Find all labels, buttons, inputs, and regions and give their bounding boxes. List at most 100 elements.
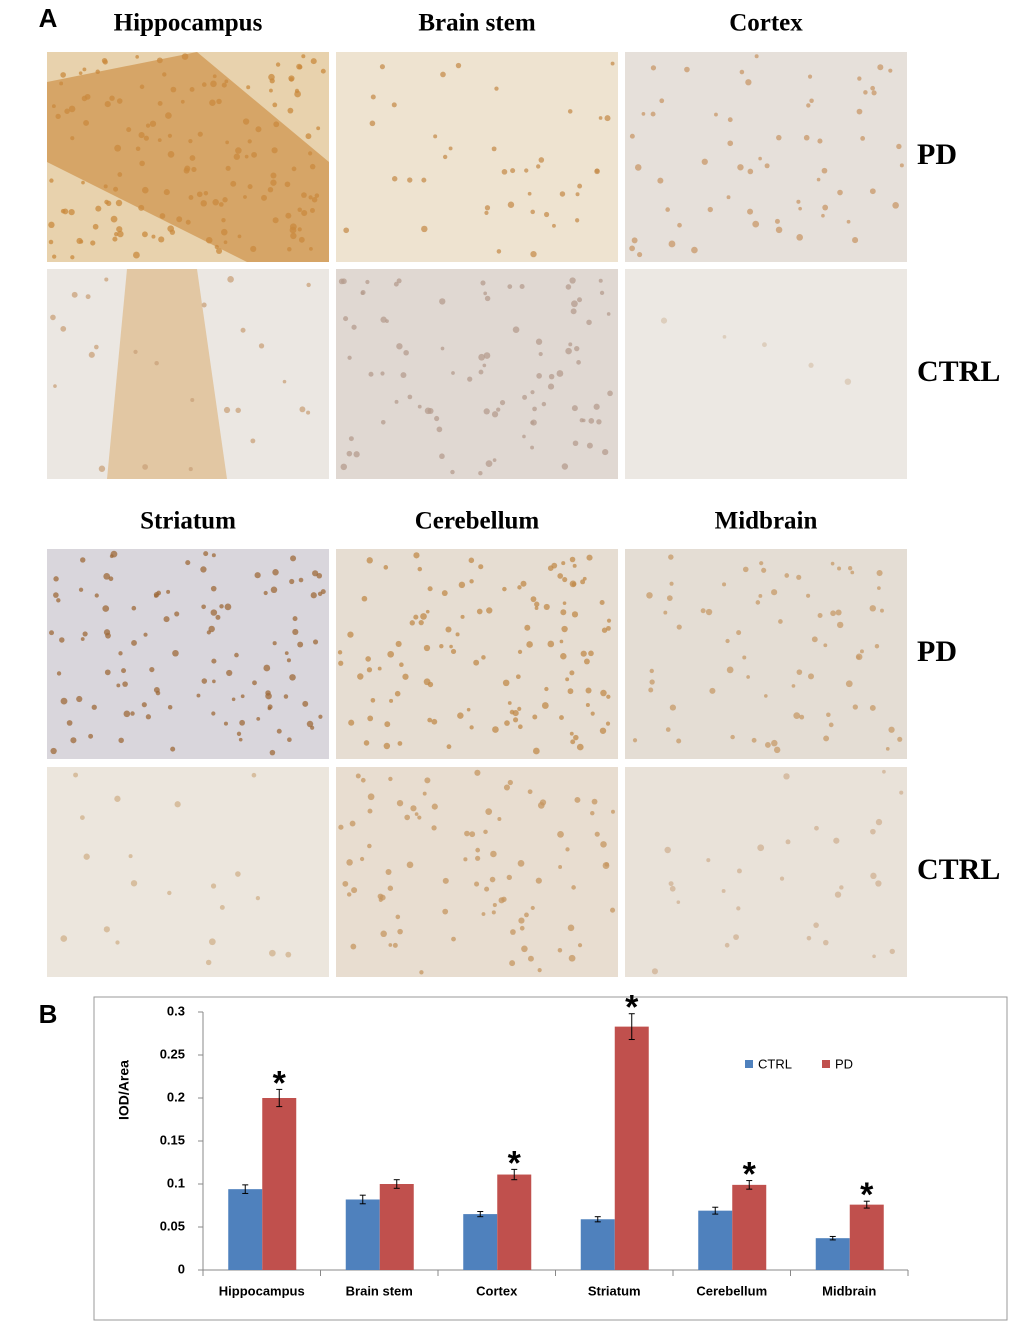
error-bar [511, 1168, 518, 1181]
cell [244, 154, 249, 159]
cell [604, 862, 609, 867]
cell [104, 199, 109, 205]
cell [350, 943, 357, 950]
cell [395, 640, 402, 647]
cell [116, 683, 121, 688]
panel-label: B [39, 999, 58, 1029]
cell [543, 603, 550, 610]
cell [118, 737, 124, 744]
cell [348, 719, 355, 726]
cell [60, 326, 67, 332]
cell [261, 194, 267, 201]
cell [530, 390, 535, 395]
cell [203, 551, 209, 557]
cell [588, 650, 594, 657]
cell [510, 929, 516, 935]
cell [527, 789, 533, 795]
cell [431, 803, 438, 810]
cell [287, 107, 294, 114]
cell [167, 151, 175, 158]
cell [440, 71, 446, 78]
y-tick-label: 0.25 [160, 1046, 185, 1061]
cell [189, 155, 196, 161]
cell [351, 887, 358, 894]
cell [572, 440, 579, 447]
cell [742, 566, 749, 573]
cell [240, 694, 245, 699]
cell [520, 580, 527, 587]
cell [538, 157, 545, 163]
cell [522, 434, 526, 439]
cell [485, 808, 493, 815]
cell [221, 82, 227, 88]
cell [250, 245, 257, 253]
column-title: Brain stem [418, 10, 536, 37]
cell [95, 69, 100, 75]
cell [839, 885, 844, 890]
cell [610, 907, 616, 913]
cell [530, 250, 537, 258]
cell [399, 662, 404, 668]
cell [397, 741, 403, 746]
cell [605, 721, 611, 726]
cell [517, 706, 522, 711]
cell [504, 720, 510, 726]
cell [571, 300, 578, 308]
cell [167, 705, 173, 710]
cell [231, 697, 236, 702]
cell [221, 218, 226, 223]
cell [185, 219, 191, 225]
cell [391, 102, 397, 108]
cell [835, 609, 842, 616]
cell [413, 614, 419, 620]
cell [668, 881, 674, 887]
significance-mark: * [273, 1064, 287, 1102]
cell [779, 876, 785, 881]
cell [796, 234, 804, 241]
cell [571, 405, 578, 412]
cell [59, 637, 65, 643]
cell [346, 859, 353, 866]
cell [263, 590, 268, 596]
cell [301, 192, 307, 198]
cell [267, 706, 272, 711]
cell [222, 197, 228, 203]
cell [53, 384, 57, 388]
cell [649, 668, 654, 674]
cell [367, 843, 372, 849]
cell [747, 208, 754, 215]
cell [60, 697, 68, 705]
cell [88, 733, 94, 739]
cell [163, 616, 170, 623]
cell [836, 621, 844, 629]
cell [510, 168, 516, 174]
cell [188, 195, 194, 200]
cell [211, 553, 216, 558]
cell [850, 570, 855, 575]
cell [210, 609, 218, 616]
cell [650, 65, 657, 71]
cell [755, 600, 761, 605]
cell [272, 569, 279, 576]
cell [306, 410, 311, 415]
cell [234, 652, 239, 658]
significance-mark: * [743, 1156, 757, 1194]
cell [606, 312, 611, 316]
cell [458, 581, 466, 589]
error-bar [863, 1200, 870, 1209]
cell [122, 681, 128, 687]
cell [312, 639, 319, 645]
cell [417, 566, 423, 572]
cell [139, 160, 145, 167]
cell [552, 223, 556, 228]
cell [664, 846, 671, 854]
cell [474, 769, 481, 776]
cell [158, 236, 165, 243]
row-label: PD [917, 635, 957, 668]
cell [796, 669, 803, 675]
micrograph [336, 767, 618, 977]
cell [68, 209, 75, 216]
cell [641, 112, 646, 116]
cell [385, 869, 392, 876]
cell [874, 644, 880, 649]
